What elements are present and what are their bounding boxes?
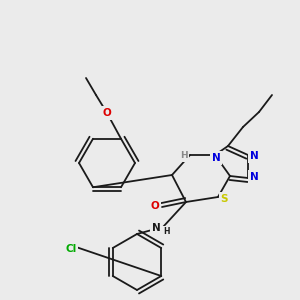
Text: O: O xyxy=(103,108,111,118)
Text: N: N xyxy=(212,153,220,163)
Text: N: N xyxy=(250,172,258,182)
Text: H: H xyxy=(163,227,169,236)
Text: Cl: Cl xyxy=(65,244,76,254)
Text: N: N xyxy=(152,223,160,233)
Text: H: H xyxy=(180,152,188,160)
Text: N: N xyxy=(250,151,258,161)
Text: O: O xyxy=(151,201,159,211)
Text: S: S xyxy=(220,194,228,204)
